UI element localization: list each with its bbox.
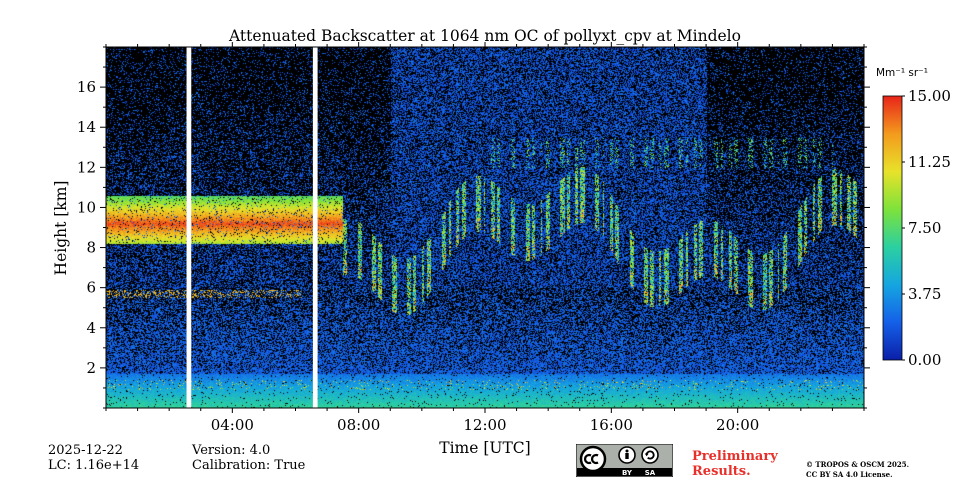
heatmap-raster	[106, 47, 864, 408]
x-tick-label: 04:00	[211, 416, 254, 434]
footer-lc: LC: 1.16e+14	[48, 458, 140, 473]
colorbar-unit-label: Mm⁻¹ sr⁻¹	[876, 67, 928, 79]
preliminary-notice: Preliminary Results.	[692, 449, 778, 479]
colorbar-tick-label: 0.00	[908, 351, 941, 369]
data-gap-2	[312, 47, 318, 408]
cc-license-badge: BY SA	[576, 444, 673, 477]
colorbar-tick-label: 11.25	[908, 153, 951, 171]
x-tick-label: 16:00	[590, 416, 633, 434]
y-tick-label: 16	[77, 78, 96, 96]
colorbar-tick-label: 15.00	[908, 87, 951, 105]
copyright-notice: © TROPOS & OSCM 2025. CC BY SA 4.0 Licen…	[806, 460, 909, 480]
cc-by-text: BY	[622, 469, 633, 477]
colorbar	[882, 95, 903, 361]
preliminary-line-1: Preliminary	[692, 449, 778, 464]
footer-date: 2025-12-22	[48, 443, 123, 458]
colorbar-tick-label: 3.75	[908, 285, 941, 303]
attribution-icon	[618, 446, 636, 464]
copyright-line-1: © TROPOS & OSCM 2025.	[806, 460, 910, 469]
y-tick-label: 2	[86, 359, 96, 377]
x-axis-label: Time [UTC]	[439, 439, 530, 457]
cc-sa-text: SA	[645, 469, 656, 477]
y-tick-label: 4	[86, 319, 96, 337]
y-tick-label: 10	[77, 198, 96, 216]
colorbar-ticks: 0.00 3.75 7.50 11.25 15.00	[902, 87, 951, 369]
x-tick-label: 12:00	[463, 416, 506, 434]
data-gap-1	[186, 47, 192, 408]
preliminary-line-2: Results.	[692, 464, 751, 479]
backscatter-heatmap	[106, 47, 864, 408]
cc-logo-icon	[579, 445, 607, 473]
chart-title: Attenuated Backscatter at 1064 nm OC of …	[228, 27, 741, 45]
footer-calibration: Calibration: True	[192, 458, 306, 473]
share-alike-icon	[641, 446, 659, 464]
y-tick-label: 12	[77, 158, 96, 176]
y-tick-label: 8	[86, 239, 96, 257]
y-axis-label: Height [km]	[52, 181, 70, 276]
y-tick-label: 6	[86, 279, 96, 297]
x-tick-label: 08:00	[337, 416, 380, 434]
colorbar-tick-label: 7.50	[908, 219, 941, 237]
x-tick-label: 20:00	[716, 416, 759, 434]
x-axis: 04:00 08:00 12:00 16:00 20:00	[105, 42, 865, 434]
footer-version: Version: 4.0	[192, 443, 271, 458]
y-tick-label: 14	[77, 118, 96, 136]
copyright-line-2: CC BY SA 4.0 License.	[806, 470, 893, 479]
y-axis: 2 4 6 8 10 12 14 16	[77, 46, 870, 409]
